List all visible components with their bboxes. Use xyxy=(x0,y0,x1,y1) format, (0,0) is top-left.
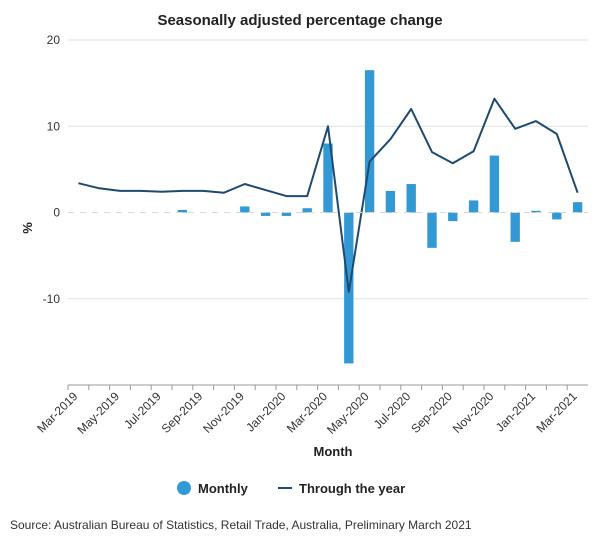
through-the-year-line-group xyxy=(78,97,579,293)
x-tick-label: Nov-2019 xyxy=(200,389,247,436)
monthly-bar xyxy=(177,209,188,213)
y-tick-label: 20 xyxy=(47,33,61,47)
through-the-year-line xyxy=(78,97,579,293)
monthly-bar xyxy=(572,202,583,213)
monthly-bar xyxy=(510,212,520,242)
monthly-bar xyxy=(552,212,562,220)
legend-monthly-label: Monthly xyxy=(198,481,249,496)
legend-monthly-marker xyxy=(177,481,191,495)
monthly-bar xyxy=(468,200,479,213)
monthly-bar xyxy=(281,212,292,216)
x-tick-label: May-2019 xyxy=(74,389,122,437)
x-tick-label: Sep-2020 xyxy=(408,389,455,436)
monthly-bar xyxy=(302,208,312,213)
monthly-bar xyxy=(427,212,437,248)
x-tick-label: Jan-2021 xyxy=(493,389,539,435)
x-tick-label: Nov-2020 xyxy=(450,389,497,436)
x-axis-label: Month xyxy=(314,444,353,459)
x-tick-label: Mar-2021 xyxy=(534,389,580,435)
x-tick-label: Mar-2020 xyxy=(284,389,330,435)
y-tick-label: -10 xyxy=(43,292,61,306)
monthly-bar xyxy=(489,155,500,213)
x-tick-label: Sep-2019 xyxy=(159,389,206,436)
y-tick-label: 10 xyxy=(47,119,61,133)
legend: Monthly Through the year xyxy=(177,481,405,496)
monthly-bar xyxy=(323,143,333,213)
source-note: Source: Australian Bureau of Statistics,… xyxy=(10,518,472,532)
monthly-bar xyxy=(448,212,458,222)
chart-title: Seasonally adjusted percentage change xyxy=(157,12,442,29)
x-tick-label: Mar-2019 xyxy=(34,389,80,435)
legend-through-the-year-label: Through the year xyxy=(299,481,405,496)
monthly-bar xyxy=(385,190,396,213)
y-axis-label: % xyxy=(20,222,35,234)
monthly-bar xyxy=(406,184,416,213)
x-tick-label: Jan-2020 xyxy=(243,389,289,435)
monthly-bar xyxy=(364,70,375,213)
monthly-bar xyxy=(240,206,250,213)
monthly-bar xyxy=(531,210,541,213)
x-tick-label: May-2020 xyxy=(324,389,372,437)
x-tick-label: Jul-2019 xyxy=(121,389,164,432)
x-tick-label: Jul-2020 xyxy=(371,389,414,432)
y-tick-label: 0 xyxy=(53,206,60,220)
monthly-bar xyxy=(260,212,271,216)
monthly-bars xyxy=(177,70,583,364)
